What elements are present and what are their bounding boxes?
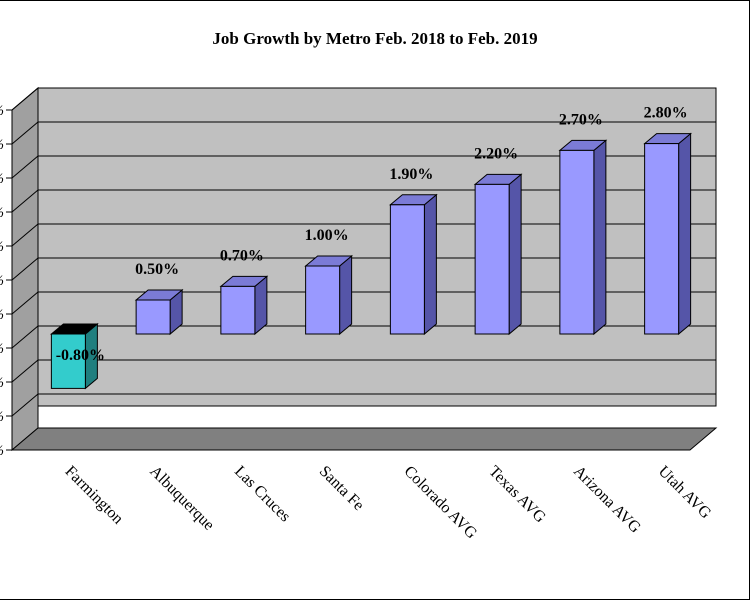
bar-side (593, 139, 607, 336)
bar-4 (304, 254, 354, 336)
gridline-side (11, 223, 39, 247)
chart-title: Job Growth by Metro Feb. 2018 to Feb. 20… (212, 29, 538, 48)
y-tick-label: % (0, 103, 4, 119)
y-tick-label: % (0, 375, 4, 391)
bar-front (644, 143, 680, 335)
category-label: Las Cruces (231, 463, 294, 526)
y-tick-label: % (0, 205, 4, 221)
category-label: Arizona AVG (570, 463, 644, 537)
gridline-side (11, 291, 39, 315)
y-tick-label: % (0, 273, 4, 289)
category-label: Santa Fe (316, 463, 367, 514)
gridline-side (11, 155, 39, 179)
gridline-side (11, 189, 39, 213)
data-label: 0.50% (135, 261, 179, 278)
y-tick-label: % (0, 341, 4, 357)
bar-3 (219, 275, 269, 336)
y-tick-label: % (0, 171, 4, 187)
y-tick-label: % (0, 137, 4, 153)
bar-front (559, 149, 595, 335)
gridline-side (11, 121, 39, 145)
bar-1 (49, 322, 99, 390)
data-label: 1.00% (305, 227, 349, 244)
bar-8 (643, 132, 693, 336)
category-label: Utah AVG (655, 463, 715, 523)
category-label: Albuquerque (146, 463, 217, 534)
category-label: Farmington (62, 463, 127, 528)
gridline-side (11, 359, 39, 383)
plot-floor (10, 427, 718, 451)
bar-front (135, 299, 171, 335)
bar-side (508, 173, 522, 336)
data-label: 0.70% (220, 247, 264, 264)
bar-front (220, 285, 256, 335)
bar-5 (388, 193, 438, 336)
bar-front (305, 265, 341, 335)
bar-side (423, 193, 437, 336)
y-tick-label: % (0, 307, 4, 323)
data-label: 1.90% (389, 166, 433, 183)
gridline-side (11, 87, 39, 111)
y-tick-label: % (0, 443, 4, 459)
category-label: Colorado AVG (401, 463, 481, 543)
gridline-side (11, 325, 39, 349)
plot-back-wall (37, 87, 717, 407)
gridline-side (11, 393, 39, 417)
data-label: 2.20% (474, 145, 518, 162)
gridline-side (11, 257, 39, 281)
y-tick-label: % (0, 409, 4, 425)
data-label: -0.80% (56, 347, 105, 364)
bar-6 (473, 173, 523, 336)
bar-front (389, 204, 425, 335)
bar-side (678, 132, 692, 336)
category-label: Texas AVG (485, 463, 549, 527)
bar-front (50, 333, 86, 389)
bar-side (339, 254, 353, 336)
bar-7 (558, 139, 608, 336)
bar-front (474, 183, 510, 335)
data-label: 2.80% (644, 105, 688, 122)
y-tick-label: % (0, 239, 4, 255)
bar-2 (134, 288, 184, 336)
data-label: 2.70% (559, 111, 603, 128)
